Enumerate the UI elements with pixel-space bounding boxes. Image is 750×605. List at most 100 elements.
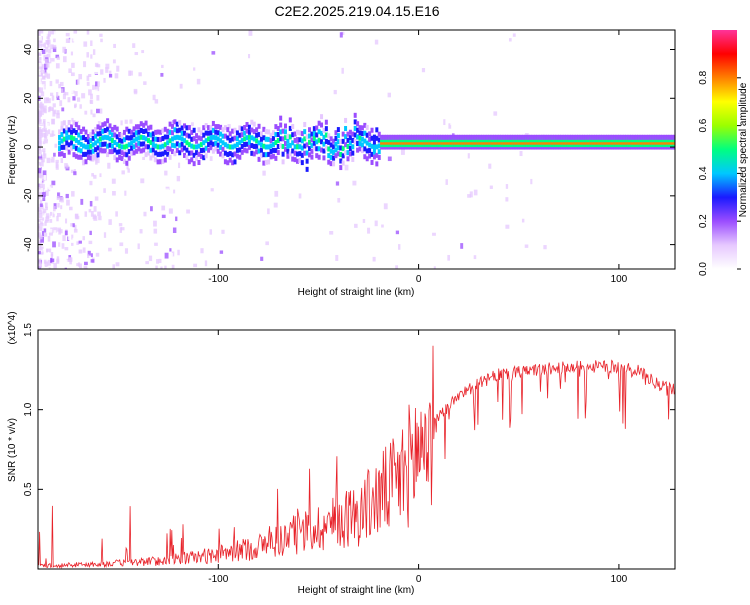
spectrogram-cell — [209, 135, 213, 141]
spectrogram-cell — [223, 133, 227, 139]
spectrogram-cell — [86, 144, 90, 150]
spectrogram-cell — [199, 130, 203, 136]
spectrogram-cell — [79, 135, 83, 141]
spectrogram-cell — [72, 152, 76, 158]
spectrogram-cell — [89, 132, 93, 138]
spectrogram-cell — [262, 152, 266, 158]
spectrogram-cell — [59, 93, 62, 100]
spectrogram-cell — [140, 178, 145, 184]
spectrogram-cell — [177, 249, 180, 256]
spectrogram-cell — [312, 145, 316, 151]
spectrogram-cell — [166, 128, 170, 134]
spectrogram-cell — [247, 134, 251, 140]
spectrogram-cell — [52, 245, 55, 251]
spectrogram-cell — [360, 125, 364, 131]
spectrogram-cell — [196, 78, 201, 85]
spectrogram-cell — [168, 138, 172, 144]
spectrogram-cell — [259, 131, 263, 137]
spectrogram-cell — [443, 119, 446, 126]
spectrogram-cell — [70, 72, 75, 77]
spectrogram-cell — [67, 149, 71, 155]
spectrogram-cell — [169, 253, 173, 257]
spectrogram-cell — [288, 134, 292, 140]
spectrogram-cell — [56, 92, 59, 98]
spectrogram-cell — [380, 134, 384, 140]
spectrogram-cell — [533, 134, 537, 140]
spectrogram-cell — [139, 127, 143, 133]
spectrogram-cell — [59, 76, 62, 82]
spectrogram-cell — [507, 134, 511, 140]
spectrogram-cell — [416, 134, 420, 140]
spectrogram-cell — [405, 206, 408, 212]
spectrogram-cell — [82, 160, 86, 166]
spectrogram-cell — [187, 150, 191, 156]
spectrogram-cell — [63, 260, 68, 264]
spectrogram-cell — [120, 150, 124, 156]
spectrogram-cell — [40, 91, 45, 97]
spectrogram-cell — [52, 46, 57, 53]
spectrogram-cell — [89, 155, 93, 161]
spectrogram-cell — [418, 134, 422, 140]
spectrogram-cell — [68, 257, 73, 262]
spectrogram-cell — [401, 134, 405, 140]
spectrogram-cell — [39, 203, 43, 207]
spectrogram-cell — [49, 219, 53, 223]
spectrogram-cell — [56, 95, 60, 101]
spectrogram-cell — [38, 218, 43, 223]
spectrogram-cells — [38, 30, 675, 269]
spectrogram-cell — [346, 156, 350, 162]
spectrogram-cell — [255, 132, 259, 138]
spectrogram-cell — [165, 186, 170, 190]
spectrogram-cell — [248, 30, 253, 36]
spectrogram-cell — [211, 120, 215, 126]
spectrogram-cell — [75, 79, 79, 85]
spectrogram-cell — [45, 213, 50, 219]
spectrogram-cell — [444, 45, 449, 51]
spectrogram-cell — [281, 128, 285, 134]
spectrogram-cell — [286, 143, 290, 149]
spectrogram-cell — [53, 38, 56, 43]
spectrogram-cell — [478, 124, 482, 129]
spectrogram-cell — [216, 142, 220, 148]
spectrogram-cell — [65, 38, 70, 43]
spectrogram-cell — [72, 237, 77, 243]
spectrogram-cell — [187, 125, 191, 131]
spectrogram-cell — [461, 134, 465, 140]
spectrogram-cell — [173, 143, 177, 149]
spectrogram-cell — [300, 145, 304, 151]
spectrogram-cell — [64, 92, 69, 96]
spectrogram-cell — [86, 180, 90, 185]
spectrogram-cell — [161, 159, 165, 165]
spectrogram-cell — [227, 124, 231, 129]
spectrogram-cell — [183, 152, 187, 158]
spectrogram-cell — [190, 143, 194, 149]
spectrogram-cell — [185, 147, 189, 153]
spectrogram-cell — [99, 33, 103, 37]
spectrogram-cell — [553, 134, 557, 140]
spectrogram-cell — [53, 152, 56, 157]
spectrogram-cell — [129, 70, 133, 76]
spectrogram-cell — [43, 153, 47, 159]
spectrogram-cell — [282, 168, 285, 174]
spectrogram-cell — [77, 147, 81, 153]
spectrogram-cell — [75, 208, 80, 213]
spectrogram-cell — [41, 75, 46, 80]
spectrogram-cell — [211, 173, 214, 177]
spectrogram-cell — [46, 266, 50, 269]
spectrogram-cell — [109, 70, 112, 77]
spectrogram-cell — [221, 140, 225, 146]
spectrogram-cell — [62, 235, 66, 242]
spectrogram-cell — [74, 122, 78, 128]
spectrogram-cell — [42, 208, 47, 213]
spectrogram-cell — [204, 260, 208, 267]
spectrogram-cell — [245, 128, 249, 134]
spectrogram-cell — [654, 134, 658, 140]
spectrogram-cell — [121, 208, 124, 215]
spectrogram-cell — [469, 134, 473, 140]
spectrogram-cell — [666, 134, 670, 140]
spectrogram-cell — [175, 216, 178, 222]
spectrogram-cell — [464, 134, 468, 140]
spectrogram-cell — [305, 158, 309, 164]
spectrogram-cell — [130, 129, 134, 135]
